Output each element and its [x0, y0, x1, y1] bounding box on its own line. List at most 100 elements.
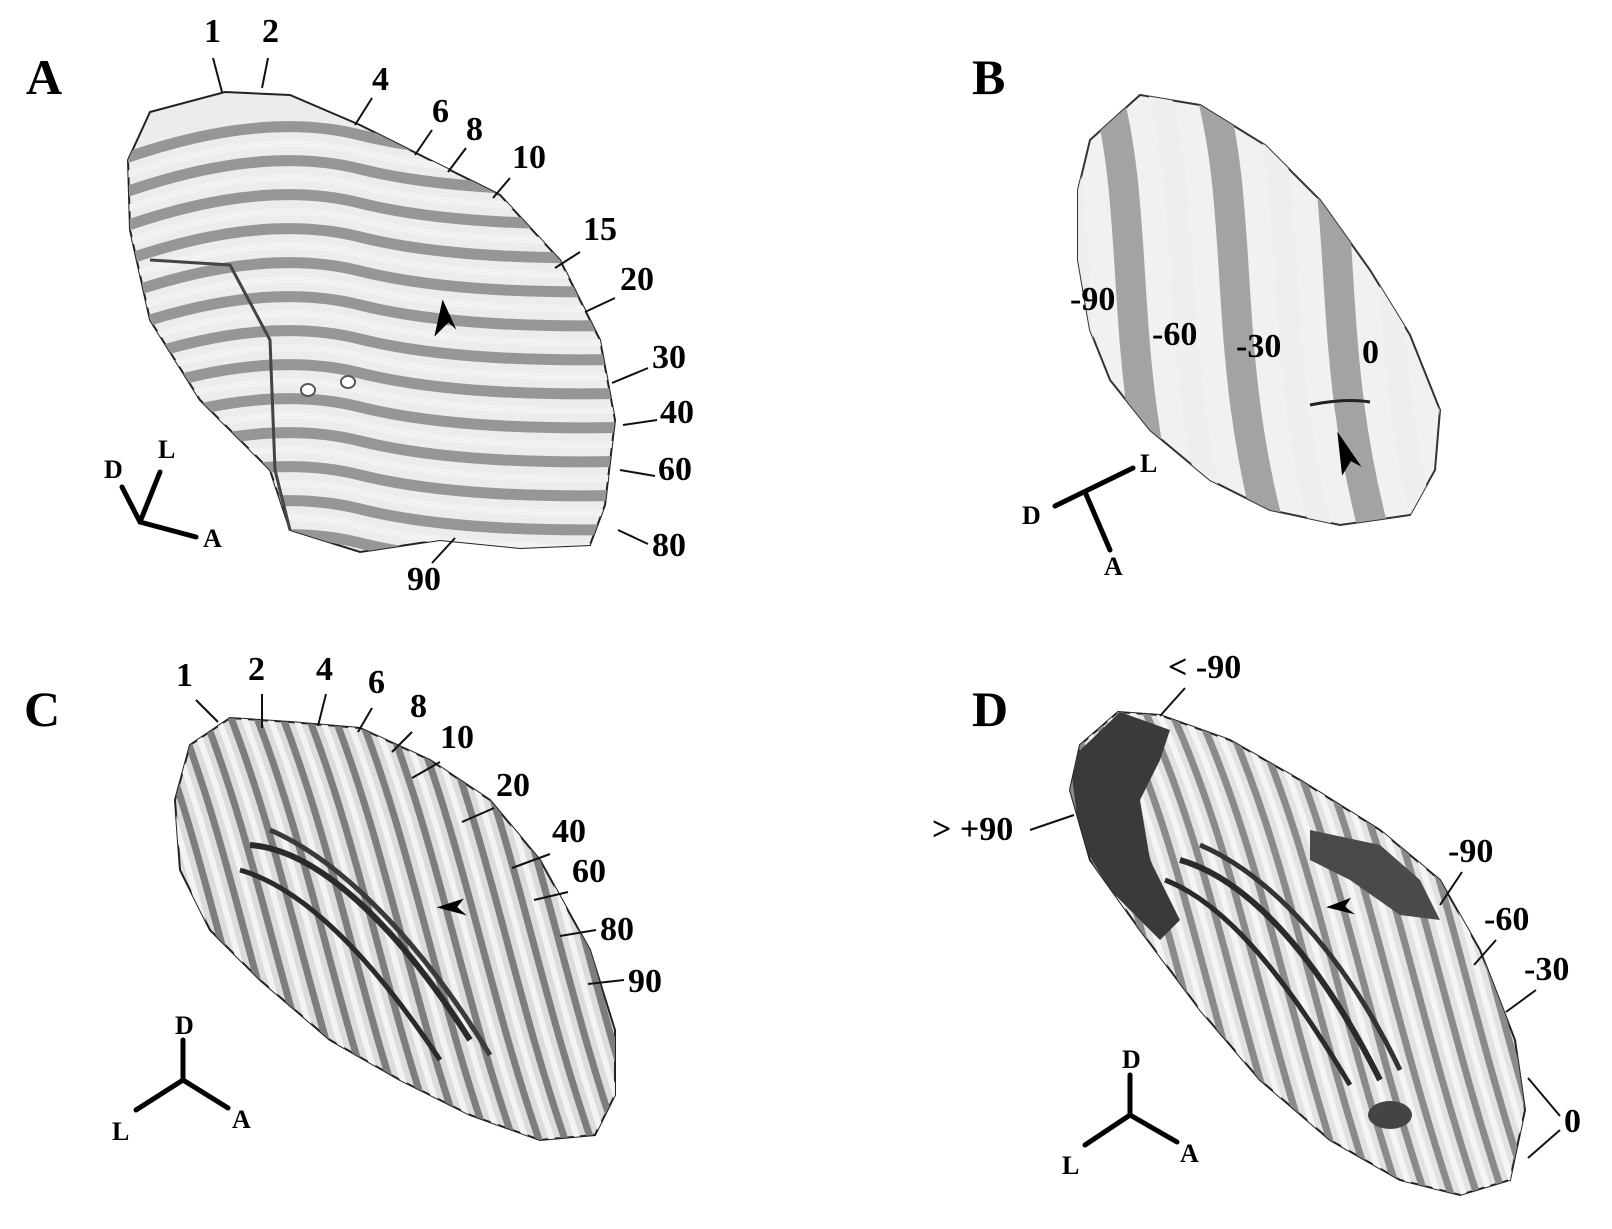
surface-b: [1077, 80, 1538, 560]
panel-b: B -90 -60 -30 0 D L A: [972, 49, 1538, 581]
contour-label: 20: [620, 261, 654, 298]
contour-label: -60: [1152, 316, 1197, 353]
panel-letter-b: B: [972, 49, 1005, 105]
axis-indicator-b: D L A: [1022, 449, 1157, 581]
contour-stripe: [1582, 700, 1612, 1210]
contour-label: 10: [512, 139, 546, 176]
contour-label: -90: [1448, 833, 1493, 870]
contour-label: 0: [1362, 334, 1379, 371]
contour-label: 40: [552, 813, 586, 850]
contour-stripe: [1468, 80, 1538, 560]
contour-label: 2: [262, 13, 279, 50]
panel-letter-d: D: [972, 681, 1008, 737]
contour-label: 80: [600, 911, 634, 948]
contour-label: 6: [368, 664, 385, 701]
panel-c: C 1 2 4 6 8 10 20 40 60 80 90: [24, 651, 819, 1160]
arrowhead-icon: [1337, 431, 1362, 476]
contour-label: 2: [248, 651, 265, 688]
axis-label-d: D: [175, 1011, 194, 1040]
axis-label-d: D: [1122, 1045, 1141, 1074]
axis-label-a: A: [203, 524, 222, 553]
axis-label-l: L: [112, 1117, 129, 1146]
contour-stripe: [666, 700, 806, 1160]
contour-label: 40: [660, 394, 694, 431]
contour-label: 20: [496, 767, 530, 804]
arrowhead-icon: [1326, 897, 1356, 915]
contour-stripe: [128, 359, 615, 404]
contour-label: 60: [658, 451, 692, 488]
leader-lines-a: [212, 57, 658, 564]
contour-label: 4: [316, 651, 333, 688]
contour-label: 10: [440, 719, 474, 756]
contour-stripe: [128, 257, 615, 302]
contour-label: 1: [204, 13, 221, 50]
contour-label: 60: [572, 853, 606, 890]
axis-label-d: D: [104, 455, 123, 484]
contour-label: -60: [1484, 901, 1529, 938]
contour-label: -30: [1236, 328, 1281, 365]
contour-stripe: [350, 718, 498, 1140]
contour-stripe: [128, 548, 615, 552]
axis-label-a: A: [232, 1105, 251, 1134]
contour-label: 80: [652, 527, 686, 564]
axis-label-l: L: [1062, 1151, 1079, 1180]
axis-label-l: L: [1140, 449, 1157, 478]
contour-label: -30: [1524, 951, 1569, 988]
axis-label-a: A: [1180, 1139, 1199, 1168]
contour-label: 8: [466, 111, 483, 148]
axis-label-l: L: [158, 435, 175, 464]
panel-d: D < -90 > +90 -90 -60 -30 0: [932, 649, 1612, 1210]
axis-indicator-d: D L A: [1062, 1045, 1199, 1180]
contour-stripe: [128, 310, 615, 351]
contour-stripe: [1188, 712, 1356, 1195]
contour-stripe: [1193, 95, 1293, 525]
contour-labels-b: -90 -60 -30 0: [1070, 281, 1379, 371]
axis-indicator-c: D L A: [112, 1011, 251, 1146]
panel-a: A 1 2 4 6 8 10 15 20 30 40 60 80 90: [26, 13, 694, 598]
contour-label: 90: [407, 561, 441, 598]
contour-stripe: [627, 700, 767, 1160]
contour-stripe: [128, 242, 615, 283]
contour-stripe: [1401, 95, 1440, 525]
contour-stripe: [1608, 700, 1612, 1210]
contour-stripe: [364, 718, 510, 1140]
axis-label-d: D: [1022, 501, 1041, 530]
contour-label: 90: [628, 963, 662, 1000]
axis-indicator-a: D L A: [104, 435, 222, 553]
contour-stripe: [128, 378, 615, 419]
contour-label: < -90: [1168, 649, 1241, 686]
contour-label: 30: [652, 339, 686, 376]
contour-stripe: [402, 718, 550, 1140]
contour-stripe: [312, 718, 458, 1140]
arrowhead-icon: [436, 898, 467, 916]
contour-label: 1: [176, 657, 193, 694]
contour-label: -90: [1070, 281, 1115, 318]
leader-lines-d: [1029, 687, 1561, 1159]
contour-stripe: [376, 718, 524, 1140]
surface-a: [126, 90, 617, 554]
contour-labels-d: < -90 > +90 -90 -60 -30 0: [932, 649, 1581, 1140]
contour-stripe: [128, 208, 615, 249]
contour-stripe: [679, 700, 819, 1160]
contour-labels-a: 1 2 4 6 8 10 15 20 30 40 60 80 90: [204, 13, 694, 598]
surface-c: [173, 700, 819, 1160]
panel-letter-a: A: [26, 49, 62, 105]
contour-stripe: [128, 223, 615, 268]
contour-stripe: [610, 718, 615, 1140]
contour-label: 6: [432, 93, 449, 130]
contour-label: 15: [583, 211, 617, 248]
contour-stripe: [128, 344, 615, 385]
contour-stripe: [128, 291, 615, 336]
contour-stripe: [338, 718, 484, 1140]
leader-lines-c: [195, 693, 625, 985]
contour-stripe: [653, 700, 793, 1160]
contour-stripe: [1595, 700, 1612, 1210]
contour-stripe: [390, 718, 536, 1140]
panel-letter-c: C: [24, 681, 60, 737]
contour-label: > +90: [932, 811, 1013, 848]
contour-stripe: [128, 276, 615, 317]
contour-stripe: [1214, 712, 1382, 1195]
contour-label: 8: [410, 688, 427, 725]
contour-stripe: [1078, 95, 1085, 525]
